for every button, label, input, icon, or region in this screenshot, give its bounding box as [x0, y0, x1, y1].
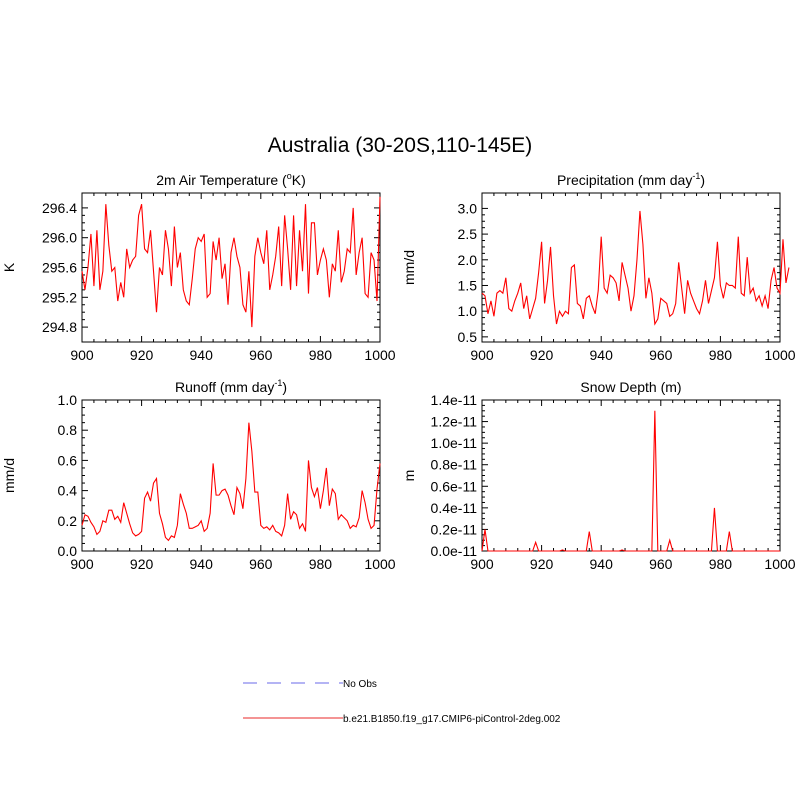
x-tick-label: 920 [130, 347, 154, 363]
legend-label-model: b.e21.B1850.f19_g17.CMIP6-piControl-2deg… [343, 714, 561, 725]
y-axis-label-snow-depth: m [401, 470, 417, 482]
panel-air-temperature: 2m Air Temperature (oK) K 900 920 940 960 980 1… [1, 171, 396, 363]
y-tick-label: 0.2 [58, 513, 78, 529]
y-tick-label: 295.6 [42, 260, 77, 276]
legend-label-no-obs: No Obs [343, 679, 377, 690]
x-tick-label: 960 [649, 347, 673, 363]
y-tick-label: 0.6 [58, 452, 78, 468]
x-tick-label: 900 [470, 347, 494, 363]
y-tick-label: 0.0 [58, 543, 78, 559]
x-tick-label: 1000 [364, 347, 395, 363]
y-axis-label-air-temperature: K [1, 262, 17, 272]
y-tick-label: 0.2e-11 [431, 521, 478, 537]
y-tick-label: 0.8e-11 [431, 457, 478, 473]
y-tick-label: 1.5 [458, 277, 478, 293]
panel-title-runoff: Runoff (mm day-1) [175, 378, 287, 395]
y-tick-label: 296.0 [42, 230, 77, 246]
y-axis-label-runoff: mm/d [1, 458, 17, 493]
y-tick-label: 3.0 [458, 200, 478, 216]
y-tick-label: 0.4 [58, 483, 78, 499]
y-tick-label: 1.0 [58, 392, 78, 408]
x-tick-label: 960 [649, 556, 673, 572]
figure-title: Australia (30-20S,110-145E) [268, 134, 533, 157]
series-line-runoff [81, 422, 381, 542]
x-tick-label: 1000 [364, 556, 395, 572]
x-tick-label: 900 [70, 347, 94, 363]
panel-runoff: Runoff (mm day-1) mm/d 900 920 940 960 980 1000… [1, 378, 396, 572]
x-tick-label: 1000 [764, 347, 795, 363]
x-tick-label: 980 [309, 347, 333, 363]
y-axis-label-precipitation: mm/d [401, 250, 417, 285]
y-tick-label: 0.5 [458, 329, 478, 345]
y-tick-label: 0.4e-11 [431, 500, 478, 516]
panel-precipitation: Precipitation (mm day-1) mm/d 900 920 940 960… [401, 171, 796, 363]
x-tick-label: 980 [709, 347, 733, 363]
plot-frame-runoff [81, 399, 381, 552]
x-tick-label: 960 [249, 556, 273, 572]
y-tick-label: 0.8 [58, 422, 78, 438]
y-tick-label: 295.2 [42, 289, 77, 305]
y-tick-label: 2.5 [458, 226, 478, 242]
x-tick-label: 940 [190, 347, 214, 363]
panel-snow-depth: Snow Depth (m) m 900 920 940 960 980 1000 0.0e-1… [401, 379, 796, 572]
x-tick-label: 980 [309, 556, 333, 572]
x-tick-label: 900 [70, 556, 94, 572]
x-tick-label: 940 [590, 347, 614, 363]
plot-frame-precipitation [481, 192, 781, 343]
y-tick-label: 0.6e-11 [431, 478, 478, 494]
series-line-snow-depth [481, 410, 780, 552]
x-tick-label: 920 [530, 347, 554, 363]
y-tick-label: 294.8 [42, 319, 77, 335]
y-tick-label: 1.4e-11 [431, 392, 478, 408]
x-tick-label: 900 [470, 556, 494, 572]
legend: No Obs b.e21.B1850.f19_g17.CMIP6-piContr… [243, 679, 561, 725]
x-tick-label: 940 [590, 556, 614, 572]
series-line-air-temperature [81, 196, 381, 328]
panel-title-air-temperature: 2m Air Temperature (oK) [156, 171, 305, 188]
y-tick-label: 1.0 [458, 303, 478, 319]
x-tick-label: 980 [709, 556, 733, 572]
y-tick-label: 0.0e-11 [431, 543, 478, 559]
series-line-precipitation [481, 210, 790, 326]
y-tick-label: 2.0 [458, 252, 478, 268]
panel-title-snow-depth: Snow Depth (m) [580, 379, 681, 395]
y-tick-label: 296.4 [42, 200, 77, 216]
x-tick-label: 960 [249, 347, 273, 363]
x-tick-label: 920 [530, 556, 554, 572]
x-tick-label: 1000 [764, 556, 795, 572]
y-tick-label: 1.0e-11 [431, 435, 478, 451]
plot-frame-snow-depth [481, 399, 781, 552]
x-tick-label: 940 [190, 556, 214, 572]
y-tick-label: 1.2e-11 [431, 414, 478, 430]
x-tick-label: 920 [130, 556, 154, 572]
panel-title-precipitation: Precipitation (mm day-1) [557, 171, 705, 188]
